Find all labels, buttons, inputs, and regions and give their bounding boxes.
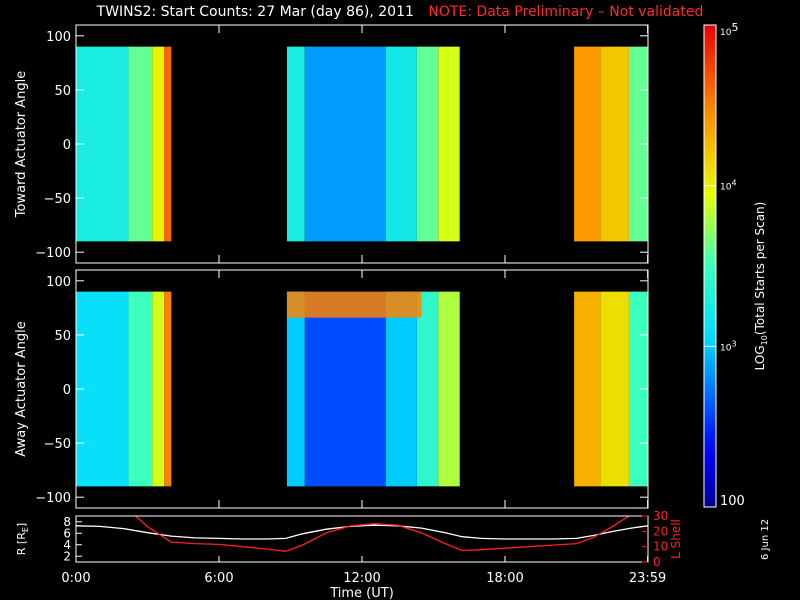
- orbit-xtick-label-0: 0:00: [61, 571, 90, 586]
- figure-title-row: TWINS2: Start Counts: 27 Mar (day 86), 2…: [0, 4, 800, 20]
- mid-heat-cell-7: [416, 291, 439, 487]
- orbit-ytick-left-label-3: 8: [63, 515, 71, 529]
- mid-ytick-label-4: −100: [35, 491, 71, 506]
- orbit-xtick-label-2: 12:00: [343, 571, 380, 586]
- mid-ytick-label-0: 100: [46, 275, 71, 290]
- mid-ytick-label-3: −50: [44, 437, 71, 452]
- mid-heat-cell-2: [152, 291, 165, 487]
- colorbar-ramp: [703, 24, 717, 508]
- mid-heat-cell-10: [600, 291, 629, 487]
- toward-angle-panel: 100 50 0 −50 −100 Toward Actuator Angle: [14, 24, 649, 264]
- top-ylabel: Toward Actuator Angle: [14, 71, 29, 218]
- orbit-ytick-right-label-2: 20: [653, 524, 668, 538]
- orbit-ytick-right-label-1: 10: [653, 540, 668, 554]
- mid-ylabel: Away Actuator Angle: [14, 321, 29, 456]
- mid-high-band: [286, 291, 422, 318]
- mid-heat-cell-4: [286, 291, 305, 487]
- orbit-xlabel: Time (UT): [329, 586, 394, 600]
- mid-heat-cell-11: [628, 291, 648, 487]
- top-ytick-label-4: −100: [35, 246, 71, 261]
- mid-heat-cell-5: [304, 291, 386, 487]
- orbit-xtick-label-3: 18:00: [486, 571, 523, 586]
- colorbar-label: LOG10(Total Starts per Scan): [753, 202, 769, 371]
- top-heat-cell-10: [600, 46, 629, 242]
- top-ytick-label-1: 50: [54, 84, 71, 99]
- top-heat-cell-2: [152, 46, 165, 242]
- figure-title: TWINS2: Start Counts: 27 Mar (day 86), 2…: [96, 4, 414, 20]
- top-heat-cell-11: [628, 46, 648, 242]
- orbit-xtick-label-4: 23:59: [629, 571, 666, 586]
- orbit-ytick-right-label-0: 0: [653, 555, 661, 569]
- orbit-series-lshell-line: [135, 516, 630, 552]
- mid-heat-cell-3: [164, 291, 172, 487]
- orbit-ytick-left-label-1: 4: [63, 538, 71, 552]
- mid-heat-cell-9: [574, 291, 601, 487]
- mid-heat-cell-6: [385, 291, 417, 487]
- mid-heat-cell-1: [128, 291, 153, 487]
- top-ytick-label-3: −50: [44, 192, 71, 207]
- orbit-ytick-right-label-3: 30: [653, 509, 668, 523]
- mid-ytick-label-1: 50: [54, 329, 71, 344]
- top-heat-cell-3: [164, 46, 172, 242]
- mid-ytick-label-2: 0: [63, 383, 71, 398]
- top-heat-cell-6: [385, 46, 417, 242]
- orbit-xtick-label-1: 6:00: [204, 571, 233, 586]
- orbit-ytick-left-label-0: 2: [63, 549, 71, 563]
- top-heat-cell-1: [128, 46, 153, 242]
- top-ytick-label-0: 100: [46, 30, 71, 45]
- colorbar-tick-label-0: 105: [720, 21, 738, 38]
- orbit-ylabel-left: R [RE]: [15, 523, 30, 555]
- mid-heat-cell-0: [76, 291, 129, 487]
- colorbar-tick-label-3: 100: [720, 494, 745, 509]
- mid-heat-cell-8: [438, 291, 460, 487]
- preliminary-note: NOTE: Data Preliminary – Not validated: [428, 4, 704, 20]
- orbit-ytick-left-label-2: 6: [63, 526, 71, 540]
- colorbar-tick-label-2: 103: [720, 339, 737, 353]
- top-heat-cell-0: [76, 46, 129, 242]
- top-ytick-label-2: 0: [63, 138, 71, 153]
- top-heat-cell-8: [438, 46, 460, 242]
- top-heat-cell-7: [416, 46, 439, 242]
- top-heat-cell-5: [304, 46, 386, 242]
- colorbar: 105 104 103 100 LOG10(Total Starts per Scan): [703, 21, 769, 509]
- orbit-series-radius-line: [76, 524, 648, 540]
- away-angle-panel: 100 50 0 −50 −100 Away Actuator Angle: [14, 269, 649, 509]
- top-heat-cell-4: [286, 46, 305, 242]
- colorbar-tick-label-1: 104: [720, 179, 737, 193]
- top-heat-cell-9: [574, 46, 601, 242]
- orbit-ylabel-right: L Shell: [669, 519, 683, 559]
- date-stamp: 6 Jun 12: [760, 518, 771, 560]
